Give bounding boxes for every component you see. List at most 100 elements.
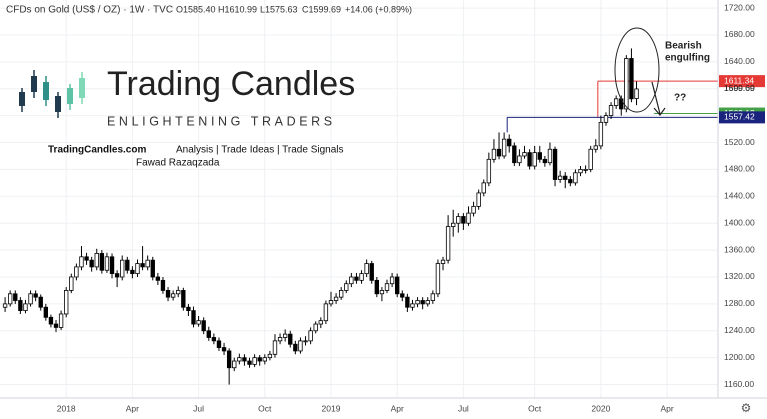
candle-body xyxy=(125,259,130,271)
candle-body xyxy=(69,276,74,291)
candle-body xyxy=(537,152,542,160)
x-tick-label: Jul xyxy=(458,403,469,413)
candle-body xyxy=(395,276,400,295)
header-low: L1575.63 xyxy=(260,4,298,14)
y-tick-label: 1520.00 xyxy=(724,137,755,147)
candle-body xyxy=(226,350,232,369)
candle-body xyxy=(232,360,237,369)
candle-body xyxy=(8,293,13,305)
candle-body xyxy=(48,316,54,325)
candle-body xyxy=(23,303,28,312)
candle-body xyxy=(501,138,507,157)
brand-author: Fawad Razaqzada xyxy=(136,158,220,169)
y-tick-label: 1720.00 xyxy=(724,2,755,12)
candle-body xyxy=(359,273,364,281)
candle-body xyxy=(333,296,339,301)
candle-body xyxy=(196,320,201,325)
candle-body xyxy=(114,273,120,278)
candle-body xyxy=(517,155,522,164)
brand-title: Trading Candles xyxy=(107,65,355,103)
y-tick-label: 1440.00 xyxy=(724,191,755,201)
x-tick-label: Oct xyxy=(528,403,542,413)
annotation: ?? xyxy=(674,93,686,104)
candle-body xyxy=(2,303,8,308)
y-tick-label: 1200.00 xyxy=(724,352,755,362)
candle-body xyxy=(476,192,481,207)
brand-site: TradingCandles.com xyxy=(48,145,146,156)
candle-body xyxy=(53,323,59,328)
brand-tagline: ENLIGHTENING TRADERS xyxy=(107,114,336,128)
candle-body xyxy=(420,300,425,305)
candle-body xyxy=(277,337,283,342)
candle-body xyxy=(384,283,390,291)
candle-body xyxy=(588,148,593,170)
candle-body xyxy=(507,138,512,147)
grid xyxy=(0,0,718,398)
candle-body xyxy=(318,320,323,325)
candle-body xyxy=(257,357,262,362)
candle-body xyxy=(547,148,553,164)
brand-services: Analysis | Trade Ideas | Trade Signals xyxy=(176,145,344,156)
header-high: H1610.99 xyxy=(218,4,257,14)
candle-body xyxy=(400,293,405,298)
candle-body xyxy=(313,323,318,332)
x-tick-label: Apr xyxy=(391,403,404,413)
candle-body xyxy=(522,152,527,157)
header-change: +14.06 (+0.89%) xyxy=(345,4,412,14)
candle-body xyxy=(186,306,191,312)
x-tick-label: Jul xyxy=(193,403,204,413)
candle-body xyxy=(598,121,604,147)
candle-body xyxy=(33,293,38,298)
candle-body xyxy=(79,256,84,268)
candle-body xyxy=(252,357,257,365)
symbol: CFDs on Gold (US$ / OZ) · 1W · TVC xyxy=(6,5,173,16)
candle-body xyxy=(181,290,186,308)
candle-body xyxy=(461,216,466,224)
candle-body xyxy=(568,179,573,184)
header-close: C1599.69 xyxy=(302,4,341,14)
x-tick-label: Oct xyxy=(258,403,272,413)
settings-icon[interactable]: ⚙ xyxy=(741,401,752,415)
candle-body xyxy=(64,290,69,315)
annotation: engulfing xyxy=(665,53,710,64)
candle-body xyxy=(563,175,568,180)
candle-body xyxy=(364,263,369,275)
candle-body xyxy=(206,330,211,338)
candle-body xyxy=(389,276,395,285)
y-tick-label: 1280.00 xyxy=(724,298,755,308)
candle-body xyxy=(491,148,497,160)
x-tick-label: 2019 xyxy=(322,403,341,413)
candle-body xyxy=(542,158,548,164)
candle-body xyxy=(456,216,461,224)
candle-body xyxy=(84,256,89,261)
candle-body xyxy=(140,263,145,268)
candle-body xyxy=(237,357,242,362)
candle-body xyxy=(410,303,415,308)
candle-body xyxy=(379,290,385,295)
candle-body xyxy=(216,340,222,348)
candle-body xyxy=(298,340,303,352)
candle-body xyxy=(303,340,308,343)
candle-body xyxy=(603,115,609,123)
candle-body xyxy=(445,226,451,261)
candle-body xyxy=(486,158,492,184)
candle-body xyxy=(211,337,217,342)
candle-body xyxy=(440,259,446,264)
candle-body xyxy=(150,259,155,278)
candle-body xyxy=(338,290,344,298)
candle-body xyxy=(374,279,380,295)
candle-body xyxy=(430,293,436,301)
candle-body xyxy=(130,269,135,275)
candle-body xyxy=(308,330,313,342)
candle-body xyxy=(552,148,558,180)
header-open: O1585.40 xyxy=(176,4,216,14)
highlight-ellipse xyxy=(614,27,660,113)
axes: 1160.00 1200.00 1240.00 1280.00 1320.00 1360.… xyxy=(57,2,765,413)
candle-body xyxy=(323,303,329,322)
candle-body xyxy=(109,256,115,275)
y-tick-label: 1680.00 xyxy=(724,29,755,39)
candle-body xyxy=(104,256,110,271)
candle-body xyxy=(176,290,181,295)
x-tick-label: Apr xyxy=(126,403,139,413)
candle-body xyxy=(415,300,420,305)
